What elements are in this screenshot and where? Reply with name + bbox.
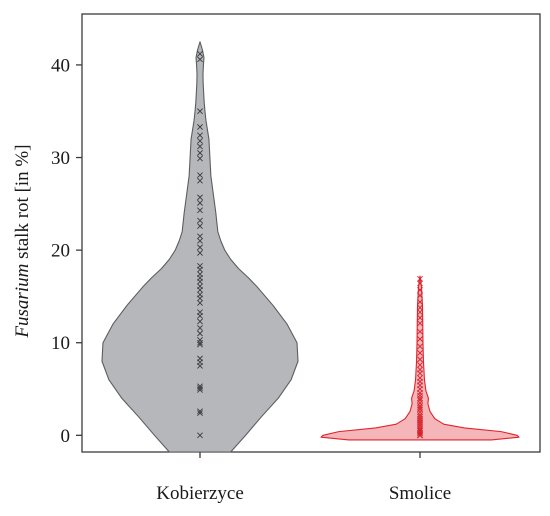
marker-smolice [417, 429, 423, 436]
marker-kobierzyce [197, 337, 203, 343]
plot-frame [81, 13, 541, 453]
marker-smolice [417, 397, 423, 404]
marker-kobierzyce [197, 149, 203, 156]
y-tick-label: 20 [51, 241, 70, 262]
marker-kobierzyce [197, 432, 203, 439]
y-axis-title-rest: stalk rot [in %] [12, 144, 33, 263]
marker-kobierzyce [197, 299, 203, 306]
x-tick-label: Kobierzyce [156, 483, 244, 504]
marker-smolice [417, 299, 423, 305]
marker-kobierzyce [197, 50, 203, 57]
data-markers [197, 50, 423, 439]
marker-kobierzyce [197, 223, 203, 229]
marker-smolice [417, 328, 423, 335]
violins [101, 41, 520, 453]
marker-kobierzyce [197, 249, 203, 256]
marker-smolice [417, 404, 423, 411]
marker-kobierzyce [197, 291, 203, 298]
marker-smolice [417, 395, 423, 402]
marker-kobierzyce [197, 56, 203, 63]
marker-kobierzyce [197, 207, 203, 214]
marker-kobierzyce [197, 385, 203, 392]
x-axis: Kobierzyce Smolice [156, 452, 451, 504]
marker-kobierzyce [197, 233, 203, 240]
marker-kobierzyce [197, 330, 203, 337]
marker-kobierzyce [197, 324, 203, 331]
marker-smolice [417, 336, 423, 342]
marker-smolice [417, 280, 423, 287]
marker-kobierzyce [197, 194, 203, 201]
marker-smolice [417, 314, 423, 321]
marker-kobierzyce [197, 137, 203, 144]
marker-kobierzyce [197, 262, 203, 269]
marker-kobierzyce [197, 199, 203, 206]
marker-smolice [417, 400, 423, 406]
marker-smolice [417, 366, 423, 373]
marker-kobierzyce [197, 283, 203, 290]
marker-kobierzyce [197, 237, 203, 244]
marker-kobierzyce [197, 341, 203, 348]
y-tick-label: 0 [61, 426, 71, 447]
y-axis-title: Fusarium stalk rot [in %] [12, 144, 33, 338]
x-tick-label: Smolice [389, 483, 451, 504]
marker-kobierzyce [197, 355, 203, 362]
marker-smolice [417, 304, 423, 311]
marker-smolice [417, 349, 423, 356]
marker-kobierzyce [197, 172, 203, 179]
marker-smolice [417, 427, 423, 434]
marker-smolice [417, 287, 423, 293]
marker-kobierzyce [197, 318, 203, 325]
marker-smolice [417, 375, 423, 381]
marker-kobierzyce [197, 408, 203, 415]
marker-smolice [417, 402, 423, 409]
marker-smolice [417, 356, 423, 363]
y-axis-title-italic: Fusarium [12, 264, 33, 339]
marker-smolice [417, 412, 423, 418]
marker-smolice [417, 392, 423, 399]
marker-smolice [417, 309, 423, 316]
violin-smolice [320, 275, 520, 441]
marker-kobierzyce [197, 383, 203, 390]
y-tick-label: 10 [51, 333, 70, 354]
marker-smolice [417, 320, 423, 327]
marker-kobierzyce [197, 177, 203, 184]
marker-kobierzyce [197, 410, 203, 417]
marker-kobierzyce [197, 143, 203, 150]
marker-smolice [417, 275, 423, 282]
marker-kobierzyce [197, 309, 203, 316]
y-axis: 0 10 20 30 40 [51, 55, 82, 447]
marker-kobierzyce [197, 108, 203, 115]
marker-kobierzyce [197, 339, 203, 346]
marker-smolice [417, 409, 423, 416]
marker-kobierzyce [197, 244, 203, 251]
y-tick-label: 40 [51, 55, 70, 76]
marker-kobierzyce [197, 217, 203, 224]
y-tick-label: 30 [51, 148, 70, 169]
marker-kobierzyce [197, 155, 203, 162]
marker-kobierzyce [197, 132, 203, 139]
marker-kobierzyce [197, 124, 203, 130]
marker-smolice [417, 343, 423, 350]
marker-smolice [417, 362, 423, 368]
marker-smolice [417, 432, 423, 439]
marker-smolice [417, 413, 423, 420]
marker-kobierzyce [197, 271, 203, 278]
marker-smolice [417, 292, 423, 299]
